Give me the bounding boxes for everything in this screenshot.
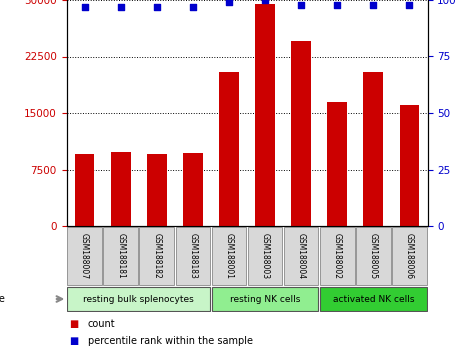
- Text: percentile rank within the sample: percentile rank within the sample: [88, 336, 253, 347]
- Point: [117, 4, 124, 10]
- Bar: [75, 154, 95, 226]
- Text: resting NK cells: resting NK cells: [230, 295, 300, 303]
- Text: GSM188005: GSM188005: [369, 233, 378, 279]
- Text: count: count: [88, 319, 115, 329]
- Text: GSM188182: GSM188182: [152, 233, 161, 279]
- Bar: [140, 227, 174, 285]
- Text: GSM188003: GSM188003: [261, 233, 269, 279]
- Text: GSM188004: GSM188004: [297, 233, 305, 279]
- Text: GSM188002: GSM188002: [333, 233, 342, 279]
- Text: activated NK cells: activated NK cells: [332, 295, 414, 303]
- Bar: [212, 286, 318, 312]
- Bar: [320, 286, 427, 312]
- Bar: [67, 227, 102, 285]
- Bar: [147, 154, 167, 226]
- Bar: [255, 4, 275, 226]
- Text: GSM188181: GSM188181: [116, 233, 125, 279]
- Text: GSM188001: GSM188001: [225, 233, 233, 279]
- Bar: [67, 286, 210, 312]
- Point: [81, 4, 88, 10]
- Text: GSM188006: GSM188006: [405, 233, 414, 279]
- Bar: [399, 105, 419, 226]
- Bar: [320, 227, 354, 285]
- Bar: [356, 227, 390, 285]
- Text: cell type: cell type: [0, 294, 5, 304]
- Bar: [111, 152, 131, 226]
- Point: [153, 4, 161, 10]
- Text: GSM188183: GSM188183: [189, 233, 197, 279]
- Bar: [183, 153, 203, 226]
- Point: [297, 2, 305, 7]
- Bar: [392, 227, 427, 285]
- Bar: [291, 41, 311, 226]
- Point: [261, 0, 269, 3]
- Point: [406, 2, 413, 7]
- Text: ■: ■: [69, 319, 78, 329]
- Bar: [363, 72, 383, 226]
- Bar: [219, 72, 239, 226]
- Bar: [104, 227, 138, 285]
- Bar: [176, 227, 210, 285]
- Point: [225, 0, 233, 5]
- Text: ■: ■: [69, 336, 78, 347]
- Bar: [248, 227, 282, 285]
- Bar: [284, 227, 318, 285]
- Point: [189, 4, 197, 10]
- Bar: [327, 102, 347, 226]
- Bar: [212, 227, 246, 285]
- Text: resting bulk splenocytes: resting bulk splenocytes: [83, 295, 194, 303]
- Point: [370, 2, 377, 7]
- Text: GSM188007: GSM188007: [80, 233, 89, 279]
- Point: [333, 2, 341, 7]
